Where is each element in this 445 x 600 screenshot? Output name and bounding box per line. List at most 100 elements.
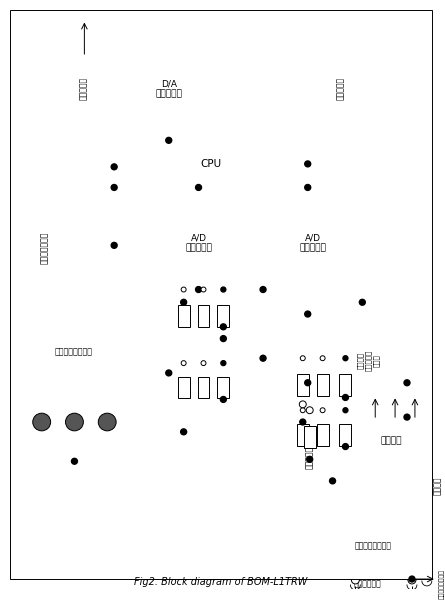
Circle shape bbox=[195, 185, 202, 190]
Circle shape bbox=[195, 287, 202, 292]
Circle shape bbox=[343, 356, 348, 361]
Circle shape bbox=[220, 324, 227, 330]
Circle shape bbox=[111, 242, 117, 248]
Bar bbox=[15, 312, 132, 392]
Text: A/D
コンバータ: A/D コンバータ bbox=[185, 233, 212, 253]
Circle shape bbox=[181, 429, 186, 435]
Text: 直流電圧: 直流電圧 bbox=[386, 379, 405, 388]
Text: プローブ: プローブ bbox=[63, 525, 86, 535]
Bar bbox=[198, 305, 210, 327]
Circle shape bbox=[306, 407, 313, 413]
Polygon shape bbox=[238, 358, 283, 407]
Polygon shape bbox=[343, 361, 382, 404]
Circle shape bbox=[201, 287, 206, 292]
Text: ディテクター: ディテクター bbox=[305, 442, 314, 469]
Circle shape bbox=[300, 419, 306, 425]
Bar bbox=[266, 392, 353, 518]
Circle shape bbox=[352, 576, 360, 584]
Text: 本体ケースに接続: 本体ケースに接続 bbox=[439, 569, 445, 599]
Bar bbox=[178, 305, 190, 327]
Bar bbox=[178, 377, 190, 398]
Circle shape bbox=[408, 567, 416, 575]
Bar bbox=[114, 57, 223, 121]
Circle shape bbox=[166, 137, 172, 143]
Circle shape bbox=[220, 397, 227, 403]
Circle shape bbox=[214, 417, 243, 446]
Bar bbox=[352, 511, 431, 532]
Circle shape bbox=[352, 559, 360, 566]
Text: 測定器回路: 測定器回路 bbox=[79, 77, 88, 100]
Polygon shape bbox=[243, 290, 288, 338]
Circle shape bbox=[305, 161, 311, 167]
Circle shape bbox=[181, 287, 186, 292]
Text: アナログ出力: アナログ出力 bbox=[89, 23, 119, 32]
Text: ノイズフィルター: ノイズフィルター bbox=[355, 541, 392, 550]
Bar bbox=[340, 424, 352, 446]
Bar bbox=[304, 426, 316, 448]
Bar bbox=[60, 481, 89, 500]
Circle shape bbox=[404, 380, 410, 386]
Text: 変圧器: 変圧器 bbox=[339, 479, 348, 493]
Bar bbox=[320, 57, 361, 121]
Bar bbox=[340, 374, 352, 395]
Circle shape bbox=[343, 408, 348, 413]
Circle shape bbox=[320, 408, 325, 413]
Text: ヒューズ
２本: ヒューズ ２本 bbox=[363, 562, 381, 581]
Circle shape bbox=[330, 478, 336, 484]
Polygon shape bbox=[288, 460, 327, 502]
Bar bbox=[218, 377, 229, 398]
Circle shape bbox=[409, 576, 415, 582]
Bar bbox=[317, 424, 328, 446]
Circle shape bbox=[26, 406, 57, 438]
Text: スイッチ
コントロー
ル回路: スイッチ コントロー ル回路 bbox=[357, 350, 379, 371]
Text: G: G bbox=[412, 386, 418, 395]
Text: Fig2. Block diagram of BOM-L1TRW: Fig2. Block diagram of BOM-L1TRW bbox=[134, 577, 307, 587]
Circle shape bbox=[201, 361, 206, 365]
Circle shape bbox=[59, 406, 90, 438]
Text: レーザー: レーザー bbox=[174, 446, 193, 455]
Circle shape bbox=[91, 406, 123, 438]
Circle shape bbox=[300, 356, 305, 361]
Circle shape bbox=[408, 576, 416, 584]
Text: 光カプラ: 光カプラ bbox=[26, 461, 33, 478]
Bar bbox=[263, 216, 362, 270]
Circle shape bbox=[320, 356, 325, 361]
Bar bbox=[352, 420, 431, 461]
Bar bbox=[352, 461, 431, 489]
Text: 電源絶縁: 電源絶縁 bbox=[433, 476, 442, 495]
Circle shape bbox=[111, 185, 117, 190]
Circle shape bbox=[260, 355, 266, 361]
Bar bbox=[149, 216, 248, 270]
Bar bbox=[315, 532, 432, 559]
Circle shape bbox=[260, 287, 266, 292]
Text: －: － bbox=[392, 386, 397, 395]
Text: レーザー: レーザー bbox=[169, 422, 187, 431]
Bar bbox=[352, 489, 431, 511]
Circle shape bbox=[296, 506, 324, 534]
Circle shape bbox=[343, 443, 348, 449]
Circle shape bbox=[343, 395, 348, 400]
Text: パネル表示: パネル表示 bbox=[336, 77, 345, 100]
Circle shape bbox=[408, 559, 416, 566]
Bar bbox=[68, 57, 99, 121]
Bar bbox=[297, 374, 309, 395]
Text: +: + bbox=[372, 386, 379, 395]
Bar bbox=[198, 377, 210, 398]
Bar bbox=[114, 140, 308, 187]
Circle shape bbox=[72, 458, 77, 464]
Bar bbox=[348, 302, 389, 418]
Circle shape bbox=[181, 299, 186, 305]
Circle shape bbox=[300, 408, 305, 413]
Circle shape bbox=[299, 401, 306, 408]
Bar bbox=[317, 374, 328, 395]
Circle shape bbox=[352, 567, 360, 575]
Text: D/A
コンバータ: D/A コンバータ bbox=[155, 79, 182, 98]
Circle shape bbox=[305, 311, 311, 317]
Circle shape bbox=[166, 370, 172, 376]
Text: CPU: CPU bbox=[200, 159, 222, 169]
Circle shape bbox=[307, 457, 313, 462]
Circle shape bbox=[404, 414, 410, 420]
Text: A/D
コンバータ: A/D コンバータ bbox=[299, 233, 326, 253]
Circle shape bbox=[98, 413, 116, 431]
Circle shape bbox=[65, 413, 83, 431]
